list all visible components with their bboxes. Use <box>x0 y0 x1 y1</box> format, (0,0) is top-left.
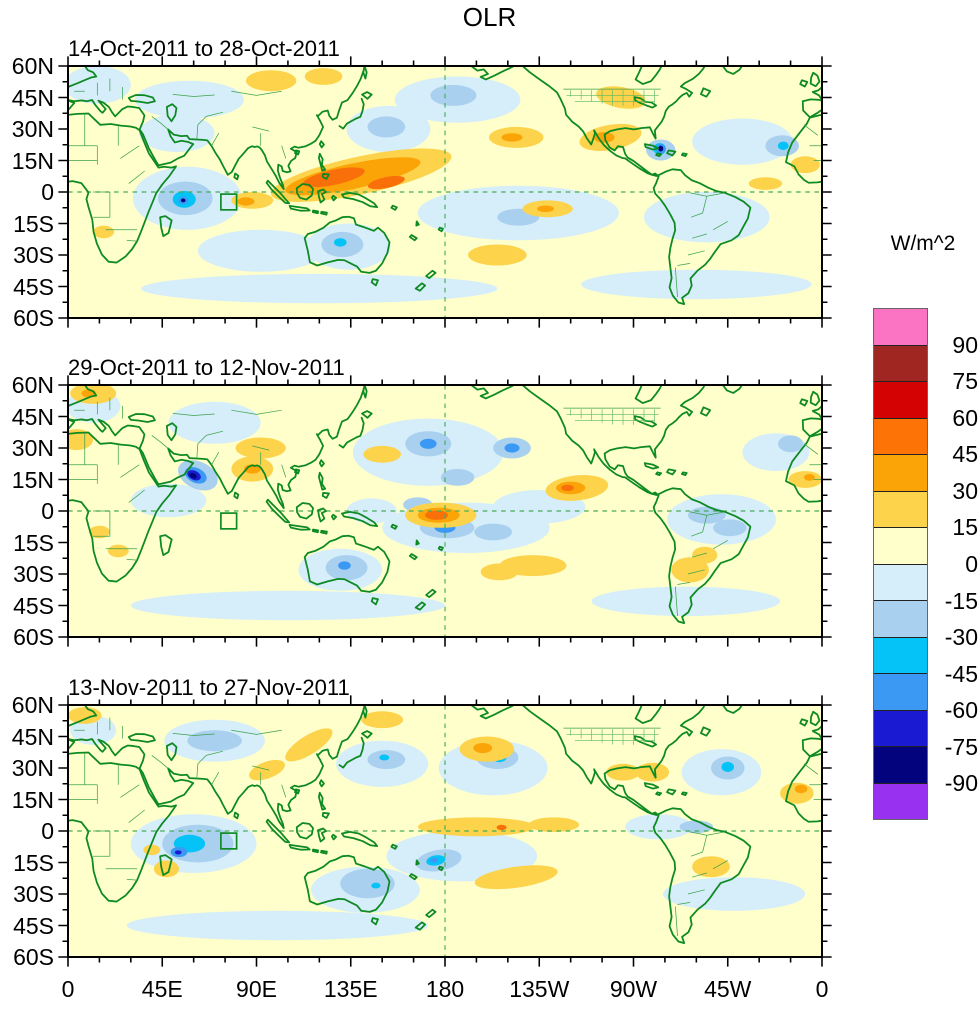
colorbar-units-label: W/m^2 <box>890 232 956 255</box>
colorbar-cell <box>874 636 927 673</box>
figure-title: OLR <box>462 2 517 32</box>
axis-ticks <box>58 695 832 967</box>
panel-1-lat-axis: 60N 45N 30N 15N 0 15S 30S 45S 60S <box>11 53 54 331</box>
colorbar-cell <box>874 527 927 564</box>
colorbar-cell <box>874 746 927 783</box>
colorbar-cell <box>874 709 927 746</box>
colorbar-cell <box>874 454 927 491</box>
panel-2-lat-axis: 60N 45N 30N 15N 0 15S 30S 45S 60S <box>11 372 54 650</box>
colorbar-cell <box>874 417 927 454</box>
map-panel-2 <box>68 375 822 647</box>
colorbar <box>873 308 928 820</box>
colorbar-cell <box>874 344 927 381</box>
panel-3-lat-axis: 60N 45N 30N 15N 0 15S 30S 45S 60S <box>11 692 54 970</box>
colorbar-cell <box>874 600 927 637</box>
colorbar-cell <box>874 309 927 345</box>
colorbar-cell <box>874 563 927 600</box>
panel-2-title: 29-Oct-2011 to 12-Nov-2011 <box>68 355 345 380</box>
map-panel-3 <box>68 695 822 967</box>
colorbar-cell <box>874 381 927 418</box>
colorbar-tick-labels: 90 75 60 45 30 15 0 -15 -30 -45 -60 -75 -90 <box>944 331 978 797</box>
axis-ticks <box>58 56 832 328</box>
colorbar-cell <box>874 673 927 710</box>
lon-axis: 0 45E 90E 135E 180 135W 90W 45W 0 <box>61 976 829 1002</box>
colorbar-cell <box>874 782 927 819</box>
panel-3-title: 13-Nov-2011 to 27-Nov-2011 <box>68 675 350 700</box>
panel-1-title: 14-Oct-2011 to 28-Oct-2011 <box>68 36 340 61</box>
axis-ticks <box>58 375 832 647</box>
colorbar-cell <box>874 490 927 527</box>
map-panel-1 <box>68 56 822 328</box>
